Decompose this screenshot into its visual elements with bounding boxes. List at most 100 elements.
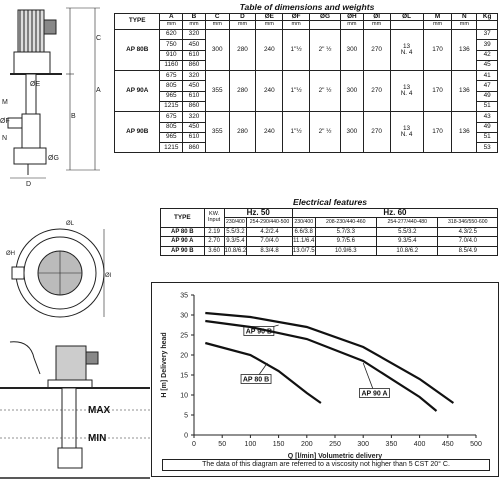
elec-value-cell: 13.0/7.5 bbox=[291, 245, 316, 257]
elec-hz50-header: Hz. 50 bbox=[223, 208, 293, 218]
dim-label-a: A bbox=[96, 87, 101, 94]
dims-kg-cell: 43 bbox=[476, 111, 498, 123]
elec-volt-cell: 208-230/440-460 bbox=[314, 217, 378, 228]
x-tick-label: 350 bbox=[386, 441, 398, 448]
series-line-ap-90-b bbox=[205, 311, 455, 404]
dim-label-f: ØF bbox=[0, 118, 10, 125]
dims-header-cell: ØL bbox=[389, 12, 424, 22]
series-label: AP 80 B bbox=[243, 377, 269, 384]
dims-kg-cell: 51 bbox=[476, 100, 498, 113]
dims-kg-cell: 37 bbox=[476, 28, 498, 41]
x-tick-label: 200 bbox=[301, 441, 313, 448]
x-tick-label: 250 bbox=[329, 441, 341, 448]
dims-unit-cell: mm bbox=[340, 20, 364, 30]
dims-kg-cell: 41 bbox=[476, 70, 498, 82]
dims-kg-cell: 42 bbox=[476, 49, 498, 61]
dims-row: 965 610 49 bbox=[115, 90, 498, 102]
dims-type-cell: AP 90A bbox=[113, 70, 161, 113]
dims-shared-cell: 1"½ bbox=[282, 111, 311, 154]
dims-type-cell: AP 80B bbox=[113, 28, 161, 72]
elec-value-cell: 6.6/3.8 bbox=[291, 226, 316, 238]
series-line-ap-80-b bbox=[205, 341, 322, 404]
x-tick-label: 500 bbox=[470, 441, 482, 448]
dims-row: AP 80B 620 320 300 280 240 1"½ 2" ½ 300 270 13 N. … bbox=[113, 28, 498, 72]
dims-header-cell: B bbox=[182, 12, 206, 22]
elec-value-cell: 9.3/5.4 bbox=[223, 236, 248, 247]
dims-shared-cell: 136 bbox=[451, 70, 478, 113]
dims-unit-cell bbox=[476, 20, 498, 30]
dim-label-c: C bbox=[96, 35, 101, 42]
dims-header-cell: N bbox=[451, 12, 478, 22]
dim-label-d: D bbox=[26, 181, 31, 188]
y-axis-label: H [m] Delivery head bbox=[161, 332, 168, 397]
dims-cell: 1215 bbox=[159, 100, 184, 113]
dims-type-cell: AP 90B bbox=[113, 111, 161, 154]
dims-cell: 860 bbox=[182, 59, 206, 72]
elec-value-cell: 5.7/3.3 bbox=[314, 226, 378, 238]
dim-label-g: ØG bbox=[48, 155, 59, 162]
dims-cell: 965 bbox=[159, 90, 184, 102]
dims-unit-cell: mm bbox=[282, 20, 311, 30]
dims-kg-cell: 51 bbox=[476, 131, 498, 144]
dims-shared-cell: 170 bbox=[422, 111, 453, 154]
elec-volt-cell: 230/400 bbox=[291, 217, 316, 228]
dims-unit-cell bbox=[309, 20, 342, 30]
dims-unit-cell: mm bbox=[204, 20, 230, 30]
y-tick-label: 5 bbox=[184, 413, 188, 420]
dims-shared-cell: 1"½ bbox=[282, 70, 311, 113]
elec-value-cell: 8.5/4.9 bbox=[437, 245, 498, 257]
dims-table: TYPE A B C D ØE ØF ØG ØH ØI ØL M N Kg mm mm mm mm mm mm mm mm… bbox=[113, 12, 498, 154]
dims-row: 805 450 49 bbox=[115, 121, 498, 133]
elec-value-cell: 8.3/4.8 bbox=[246, 245, 293, 257]
x-tick-label: 450 bbox=[442, 441, 454, 448]
dims-cell: 965 bbox=[159, 131, 184, 144]
pump-curve-chart: 0 50 100 150 200 250 300 350 400 450 500 0 5 10 15 20 25… bbox=[161, 293, 482, 461]
y-tick-label: 20 bbox=[180, 353, 188, 360]
dims-header-cell: D bbox=[228, 12, 257, 22]
dims-shared-cell: 13 N. 4 bbox=[389, 28, 424, 72]
elec-row: AP 90 A 2.70 9.3/5.4 7.0/4.0 11.1/6.4 9.7/5.6… bbox=[160, 236, 498, 247]
elec-value-cell: 10.8/6.2 bbox=[376, 245, 439, 257]
dims-cell: 450 bbox=[182, 80, 206, 92]
dims-row: AP 90B 675 320 355 280 240 1"½ 2" ½ 300 270 13 N. … bbox=[113, 111, 498, 154]
dims-shared-cell: 2" ½ bbox=[309, 111, 342, 154]
dim-label-n: N bbox=[2, 135, 7, 142]
dims-cell: 750 bbox=[159, 39, 184, 51]
dims-cell: 610 bbox=[182, 49, 206, 61]
series-label-box bbox=[240, 374, 272, 384]
chart-note: The data of this diagram are referred to… bbox=[162, 459, 490, 471]
dims-header-cell: ØH bbox=[340, 12, 364, 22]
x-tick-label: 150 bbox=[273, 441, 285, 448]
dims-shared-cell: 136 bbox=[451, 111, 478, 154]
dims-shared-cell: 13 N. 4 bbox=[389, 70, 424, 113]
dims-kg-cell: 49 bbox=[476, 90, 498, 102]
dims-cell: 610 bbox=[182, 90, 206, 102]
dims-shared-cell: 300 bbox=[340, 111, 364, 154]
dims-shared-cell: 355 bbox=[204, 111, 230, 154]
dims-cell: 1215 bbox=[159, 142, 184, 154]
series-leader-line bbox=[362, 362, 375, 394]
elec-kw-cell: 3.60 bbox=[203, 245, 225, 257]
dims-cell: 450 bbox=[182, 121, 206, 133]
dims-cell: 860 bbox=[182, 100, 206, 113]
dims-shared-cell: 136 bbox=[451, 28, 478, 72]
dim-label-m: M bbox=[2, 99, 8, 106]
dims-kg-cell: 47 bbox=[476, 80, 498, 92]
dims-cell: 805 bbox=[159, 80, 184, 92]
dims-header-cell: M bbox=[422, 12, 453, 22]
dims-shared-cell: 300 bbox=[340, 70, 364, 113]
dims-shared-cell: 240 bbox=[255, 28, 284, 72]
dims-cell: 910 bbox=[159, 49, 184, 61]
elec-table: TYPE KW. Input Hz. 50 Hz. 60 230/400 254-290/… bbox=[160, 208, 499, 257]
y-tick-label: 25 bbox=[180, 333, 188, 340]
dims-cell: 320 bbox=[182, 70, 206, 82]
pump-top-drawing: ØL ØH ØI bbox=[6, 221, 112, 318]
dims-shared-cell: 300 bbox=[204, 28, 230, 72]
dim-label-i: ØI bbox=[105, 273, 112, 279]
dims-body: TYPE A B C D ØE ØF ØG ØH ØI ØL M N Kg mm mm mm mm mm mm mm mm… bbox=[113, 12, 498, 154]
elec-row: AP 90 B 3.60 10.8/6.2 8.3/4.8 13.0/7.5 10.9/6… bbox=[160, 245, 498, 257]
dims-unit-cell bbox=[389, 20, 424, 30]
max-label: MAX bbox=[88, 405, 111, 416]
dims-shared-cell: 280 bbox=[228, 111, 257, 154]
pump-side-drawing: C A B D ØE ØF ØG M N bbox=[0, 7, 101, 188]
